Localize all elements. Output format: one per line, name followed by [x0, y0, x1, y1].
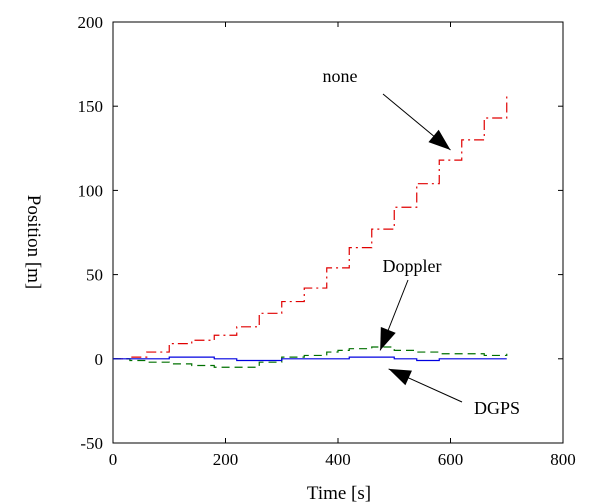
x-tick-label: 400: [325, 450, 351, 469]
annotation-dgps: DGPS: [474, 398, 520, 418]
series-line-dgps: [113, 356, 507, 362]
annotation-arrow-head: [388, 368, 412, 386]
annotation-doppler: Doppler: [383, 256, 442, 276]
x-tick-label: 0: [109, 450, 118, 469]
y-tick-label: 200: [78, 13, 104, 32]
x-tick-label: 200: [213, 450, 239, 469]
x-axis-label: Time [s]: [307, 483, 371, 504]
y-tick-label: 100: [78, 181, 104, 200]
annotation-arrow-head: [380, 326, 396, 351]
y-tick-label: 150: [78, 97, 104, 116]
plot-area: 0 200 400 600 800 -50 0 50 100 150 200 none Doppler D…: [78, 13, 576, 469]
x-tick-label: 800: [550, 450, 576, 469]
y-tick-label: -50: [80, 434, 103, 453]
series-line-none: [113, 94, 508, 360]
annotation-none: none: [323, 66, 358, 86]
annotation-arrow-head: [428, 129, 451, 150]
y-tick-label: 50: [86, 266, 103, 285]
y-axis-label: Position [m]: [23, 195, 44, 289]
y-tick-label: 0: [95, 350, 104, 369]
x-tick-label: 600: [438, 450, 464, 469]
